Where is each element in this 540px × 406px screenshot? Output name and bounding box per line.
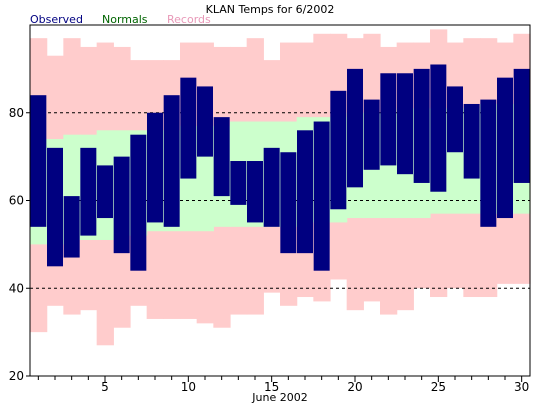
observed-bar-day-18 — [313, 121, 330, 271]
observed-bar-day-15 — [263, 147, 280, 227]
axes: 20 40 60 80 5 10 15 20 25 30 — [9, 106, 530, 394]
observed-bar-day-22 — [380, 73, 397, 166]
y-tick-label-60: 60 — [9, 194, 24, 208]
observed-bar-day-27 — [463, 103, 480, 179]
x-axis-label: June 2002 — [251, 391, 307, 404]
observed-bar-day-28 — [480, 99, 497, 227]
observed-bar-day-20 — [347, 68, 363, 188]
y-tick-label-40: 40 — [9, 281, 24, 295]
observed-bar-day-7 — [130, 134, 147, 271]
observed-bar-day-30 — [513, 68, 530, 183]
observed-bar-day-6 — [113, 156, 130, 254]
x-tick-label-25: 25 — [431, 380, 446, 394]
observed-bar-day-4 — [80, 147, 97, 236]
observed-bar-day-14 — [247, 161, 263, 223]
observed-bar-day-24 — [413, 68, 430, 183]
observed-bar-day-11 — [197, 86, 213, 157]
x-tick-label-10: 10 — [181, 380, 196, 394]
observed-bar-day-9 — [163, 95, 180, 227]
observed-bar-day-10 — [180, 77, 197, 179]
x-tick-label-30: 30 — [514, 380, 529, 394]
y-tick-label-20: 20 — [9, 369, 24, 383]
y-tick-label-80: 80 — [9, 106, 24, 120]
x-tick-label-20: 20 — [347, 380, 362, 394]
observed-bar-day-23 — [397, 73, 413, 175]
observed-bar-day-21 — [363, 99, 380, 170]
observed-bar-day-29 — [497, 77, 513, 219]
observed-bar-day-5 — [97, 165, 113, 219]
gridlines — [30, 112, 530, 289]
x-tick-label-15: 15 — [264, 380, 279, 394]
observed-bar-day-2 — [47, 147, 63, 267]
observed-bar-day-26 — [447, 86, 463, 153]
observed-bar-day-16 — [280, 152, 297, 254]
observed-bar-day-8 — [147, 112, 163, 223]
chart-title: KLAN Temps for 6/2002 — [206, 3, 335, 16]
observed-bar-day-17 — [297, 130, 313, 254]
legend-observed: Observed — [30, 13, 83, 26]
observed-bar-day-1 — [30, 95, 47, 227]
observed-bar-day-19 — [330, 90, 347, 210]
x-tick-label-5: 5 — [101, 380, 109, 394]
observed-bar-day-13 — [230, 161, 247, 205]
observed-series — [30, 64, 530, 271]
legend-records: Records — [167, 13, 211, 26]
observed-bar-day-12 — [213, 117, 230, 197]
legend-normals: Normals — [102, 13, 148, 26]
observed-bar-day-3 — [63, 196, 80, 258]
observed-bar-day-25 — [430, 64, 447, 192]
